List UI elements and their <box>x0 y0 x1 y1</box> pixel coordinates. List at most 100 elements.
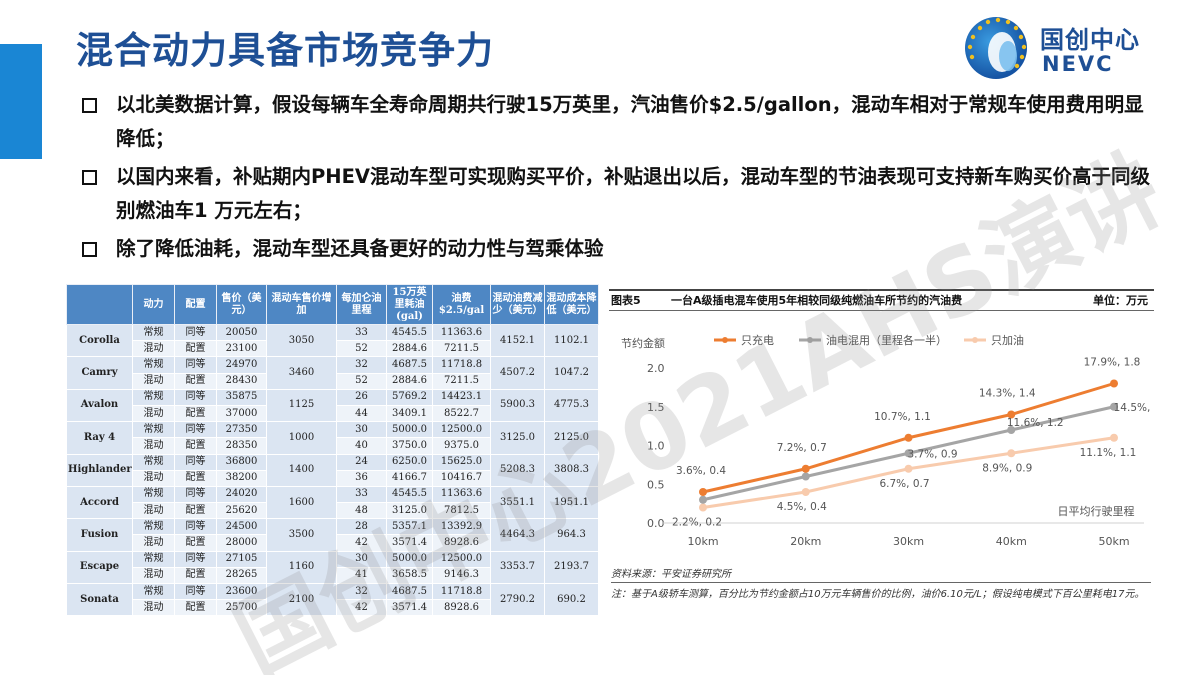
table-row: 混动 配置 28265 41 3658.5 9146.3 <box>67 566 599 585</box>
table-cell: 4507.2 <box>490 356 545 390</box>
table-row: 混动 配置 28350 40 3750.0 9375.0 <box>67 437 599 455</box>
data-point <box>699 503 707 512</box>
accent-bar <box>0 44 42 159</box>
table-cell: 30 <box>336 421 387 439</box>
bullet-item: 以北美数据计算，假设每辆车全寿命周期共行驶15万英里，汽油售价$2.5/gall… <box>80 88 1160 156</box>
data-point <box>1110 402 1118 411</box>
figure-note: 注：基于A级轿车测算，百分比为节约金额占10万元车辆售价的比例，油价6.10元/… <box>611 589 1145 600</box>
table-cell: Accord <box>66 485 133 520</box>
data-label: 17.9%, 1.8 <box>1084 357 1141 369</box>
table-header: 配置 <box>174 284 217 325</box>
table-cell: 3551.1 <box>490 485 545 520</box>
data-label: 14.5%, 1.5 <box>1114 402 1154 414</box>
data-point <box>1007 426 1016 434</box>
table-cell: Avalon <box>66 388 133 423</box>
x-tick-label: 50km <box>1098 535 1129 548</box>
data-point <box>1110 379 1118 388</box>
table-cell: 27105 <box>216 550 267 568</box>
table-cell: 8928.6 <box>432 534 491 552</box>
table-cell: 41 <box>336 566 387 585</box>
table-cell: 7211.5 <box>432 340 491 358</box>
table-cell: 12500.0 <box>432 421 491 439</box>
table-cell: 24970 <box>216 356 267 374</box>
data-point <box>1007 449 1016 458</box>
table-header: 动力 <box>132 284 175 325</box>
table-cell: 6250.0 <box>386 453 433 471</box>
table-cell: 3571.4 <box>386 599 433 617</box>
table-row: Fusion 常规 同等 24500 3500 28 5357.1 13392.9 4464.3… <box>66 518 599 552</box>
figure-unit: 单位：万元 <box>1093 294 1148 307</box>
table-cell: 44 <box>336 404 387 423</box>
table-cell: Highlander <box>66 453 133 487</box>
table-cell: 4545.5 <box>386 485 433 504</box>
table-cell: 52 <box>336 340 387 358</box>
data-label: 10.7%, 1.1 <box>874 411 931 423</box>
table-row: Ray 4 常规 同等 27350 1000 30 5000.0 12500.0 3125.0 2… <box>66 421 599 455</box>
table-row: 混动 配置 28430 52 2884.6 7211.5 <box>67 372 599 390</box>
table-cell: 3353.7 <box>490 550 545 585</box>
table-cell: 配置 <box>174 469 217 487</box>
table-row: Camry 常规 同等 24970 3460 32 4687.5 11718.8 4507.2 1… <box>66 356 599 390</box>
table-cell: 15625.0 <box>432 453 491 471</box>
table-cell: 4775.3 <box>544 388 599 423</box>
table-cell: 24500 <box>216 518 267 536</box>
y-tick-label: 1.0 <box>647 440 665 453</box>
table-cell: Fusion <box>66 518 133 552</box>
table-cell: 混动 <box>132 469 175 487</box>
table-cell: 23600 <box>216 582 267 601</box>
table-cell: 25620 <box>216 502 267 520</box>
bullet-text: 以北美数据计算，假设每辆车全寿命周期共行驶15万英里，汽油售价$2.5/gall… <box>116 93 1144 150</box>
table-cell: 28 <box>336 518 387 536</box>
bullet-text: 以国内来看，补贴期内PHEV混动车型可实现购买平价，补贴退出以后，混动车型的节油… <box>116 165 1151 222</box>
table-row: Sonata 常规 同等 23600 2100 32 4687.5 11718.8 2790.2… <box>66 582 599 617</box>
table-cell: 混动 <box>132 437 175 455</box>
x-tick-label: 40km <box>996 535 1027 548</box>
table-cell: Ray 4 <box>66 421 133 455</box>
table-cell: 36 <box>336 469 387 487</box>
table-cell: 24 <box>336 453 387 471</box>
table-cell: 配置 <box>174 534 217 552</box>
table-cell: 2193.7 <box>544 550 599 585</box>
legend-label: 只充电 <box>741 333 774 347</box>
table-header <box>66 284 133 325</box>
savings-line-chart: 节约金额 0.0 0.5 1.0 1.5 2.0 10km 20km 30km 40km 50km 日… <box>621 333 1154 548</box>
data-label: 3.7%, 0.9 <box>907 448 957 460</box>
table-cell: 1102.1 <box>544 323 599 358</box>
data-label: 8.9%, 0.9 <box>982 462 1032 474</box>
table-cell: 常规 <box>132 421 175 439</box>
table-cell: 1951.1 <box>544 485 599 520</box>
table-cell: 7211.5 <box>432 372 491 390</box>
table-cell: 4687.5 <box>386 356 433 374</box>
table-cell: 23100 <box>216 340 267 358</box>
table-cell: 11718.8 <box>432 356 491 374</box>
table-cell: 同等 <box>174 550 217 568</box>
table-cell: 2790.2 <box>490 582 545 617</box>
x-tick-label: 10km <box>687 535 718 548</box>
y-tick-label: 1.5 <box>647 401 665 414</box>
data-label: 4.5%, 0.4 <box>777 501 827 513</box>
globe-dots-icon <box>965 17 1027 79</box>
y-tick-label: 0.0 <box>647 517 665 530</box>
logo: 国创中心 NEVC <box>958 10 1178 82</box>
table-cell: 4152.1 <box>490 323 545 358</box>
data-point <box>1007 410 1016 419</box>
legend-label: 只加油 <box>991 333 1024 347</box>
table-header: 油费$2.5/gal <box>432 284 491 325</box>
y-tick-label: 2.0 <box>647 362 665 375</box>
legend-label: 油电混用（里程各一半） <box>826 333 947 347</box>
table-row: Corolla 常规 同等 20050 3050 33 4545.5 11363.6 4152.… <box>66 323 599 358</box>
logo-name-en: NEVC <box>1042 52 1114 76</box>
table-cell: 配置 <box>174 599 217 617</box>
table-cell: 4166.7 <box>386 469 433 487</box>
data-label: 6.7%, 0.7 <box>879 478 929 490</box>
table-cell: 同等 <box>174 356 217 374</box>
table-cell: 同等 <box>174 485 217 504</box>
table-cell: 5900.3 <box>490 388 545 423</box>
checkbox-bullet-icon <box>82 98 97 113</box>
data-point <box>1110 433 1118 442</box>
x-tick-label: 30km <box>893 535 924 548</box>
table-cell: 配置 <box>174 372 217 390</box>
table-header: 混动车售价增加 <box>266 284 337 325</box>
table-cell: 同等 <box>174 323 217 342</box>
data-point <box>699 488 707 496</box>
